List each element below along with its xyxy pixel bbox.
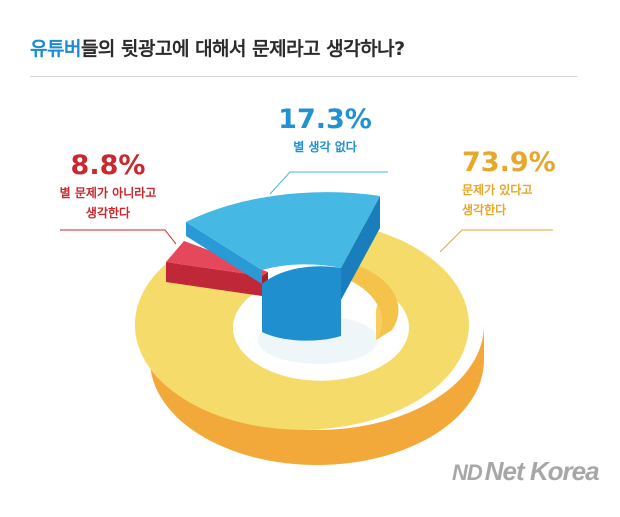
label-red: 8.8% 별 문제가 아니라고 생각한다 [48,150,168,221]
yellow-inner-shade [340,262,399,340]
blue-slice-inner-wall [262,266,341,341]
label-yellow: 73.9% 문제가 있다고 생각한다 [462,147,556,218]
blue-leader-line [269,171,388,195]
yellow-description-line2: 생각한다 [462,203,507,217]
yellow-leader-line [439,229,553,253]
yellow-percent: 73.9% [462,147,556,178]
red-slice-side [166,262,262,296]
label-blue: 17.3% 별 생각 없다 [270,104,380,155]
title-highlight: 유튜버 [30,38,81,60]
title-divider [30,76,577,77]
chart-title: 유튜버들의 뒷광고에 대해서 문제라고 생각하나? [30,34,405,61]
yellow-description-line1: 문제가 있다고 [462,183,533,197]
watermark-logo-icon: ND [452,460,483,485]
red-leader-line [60,229,177,245]
title-rest: 들의 뒷광고에 대해서 문제라고 생각하나? [80,38,405,60]
red-percent: 8.8% [70,150,146,181]
watermark-text: Net Korea [484,456,600,486]
blue-slice-top [186,192,380,270]
blue-percent: 17.3% [278,104,372,135]
red-description-line1: 별 문제가 아니라고 [59,186,157,200]
netkorea-watermark: ND Net Korea [452,456,600,487]
blue-slice-right-side [341,196,380,300]
red-description-line2: 생각한다 [85,206,131,220]
yellow-slice-top [134,224,469,430]
yellow-slice-side [150,325,484,465]
blue-slice-left-side [186,222,262,284]
blue-description: 별 생각 없다 [293,140,357,154]
